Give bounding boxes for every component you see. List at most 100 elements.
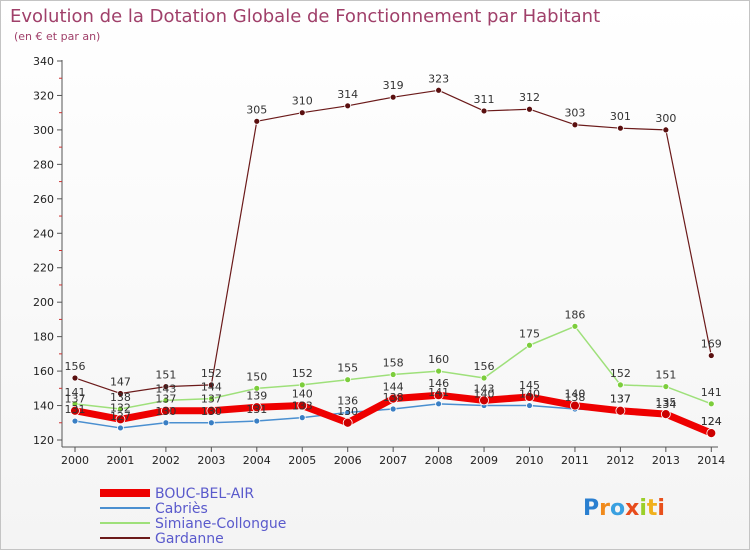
series-line-gardanne bbox=[74, 89, 712, 395]
series-layer bbox=[70, 86, 717, 439]
data-label-cabri-s: 137 bbox=[610, 393, 631, 406]
legend-item-bouc-bel-air: BOUC-BEL-AIR bbox=[100, 486, 254, 502]
data-point-simiane-collongue bbox=[253, 384, 261, 392]
data-label-bouc-bel-air: 143 bbox=[474, 382, 495, 395]
data-label-simiane-collongue: 144 bbox=[201, 381, 222, 394]
data-point-simiane-collongue bbox=[435, 367, 443, 375]
data-label-bouc-bel-air: 137 bbox=[65, 393, 86, 406]
data-label-cabri-s: 140 bbox=[474, 388, 495, 401]
data-label-bouc-bel-air: 132 bbox=[110, 401, 131, 414]
y-tick-label: 280 bbox=[33, 158, 54, 171]
data-point-cabri-s bbox=[435, 400, 443, 408]
x-tick-label: 2002 bbox=[152, 454, 180, 467]
data-point-gardanne bbox=[480, 107, 488, 115]
data-label-bouc-bel-air: 130 bbox=[337, 405, 358, 418]
x-tick-label: 2006 bbox=[334, 454, 362, 467]
data-label-gardanne: 319 bbox=[383, 79, 404, 92]
data-label-gardanne: 303 bbox=[564, 107, 585, 120]
data-label-gardanne: 314 bbox=[337, 88, 358, 101]
data-point-gardanne bbox=[117, 390, 124, 397]
y-tick-label: 220 bbox=[33, 262, 54, 275]
data-point-simiane-collongue bbox=[480, 374, 488, 382]
y-tick-label: 340 bbox=[33, 55, 54, 68]
data-point-bouc-bel-air bbox=[706, 428, 717, 439]
data-point-simiane-collongue bbox=[117, 405, 124, 413]
data-label-simiane-collongue: 141 bbox=[701, 386, 722, 399]
x-tick-label: 2011 bbox=[561, 454, 589, 467]
y-tick-label: 300 bbox=[33, 124, 54, 137]
proxiti-logo: Proxiti bbox=[583, 496, 665, 521]
logo-letter: P bbox=[583, 496, 599, 521]
data-label-gardanne: 151 bbox=[155, 369, 176, 382]
data-label-bouc-bel-air: 137 bbox=[201, 393, 222, 406]
data-point-bouc-bel-air bbox=[297, 400, 308, 411]
legend: BOUC-BEL-AIRCabrièsSimiane-CollongueGard… bbox=[100, 486, 286, 547]
series-simiane-collongue bbox=[71, 322, 715, 413]
data-label-simiane-collongue: 160 bbox=[428, 353, 449, 366]
logo-letter: r bbox=[599, 496, 610, 521]
data-point-simiane-collongue bbox=[344, 376, 352, 384]
data-label-cabri-s: 130 bbox=[155, 405, 176, 418]
data-label-cabri-s: 133 bbox=[292, 400, 313, 413]
data-point-gardanne bbox=[207, 381, 215, 389]
data-label-bouc-bel-air: 145 bbox=[519, 379, 540, 392]
data-label-cabri-s: 124 bbox=[701, 415, 722, 428]
data-label-simiane-collongue: 186 bbox=[564, 308, 585, 321]
data-point-bouc-bel-air bbox=[251, 402, 262, 413]
data-point-gardanne bbox=[662, 126, 670, 134]
data-point-bouc-bel-air bbox=[660, 409, 671, 420]
x-tick-label: 2007 bbox=[379, 454, 407, 467]
data-label-simiane-collongue: 175 bbox=[519, 327, 540, 340]
data-label-gardanne: 156 bbox=[65, 360, 86, 373]
y-tick-label: 120 bbox=[33, 434, 54, 447]
data-label-gardanne: 323 bbox=[428, 72, 449, 85]
data-point-simiane-collongue bbox=[207, 395, 215, 403]
data-label-cabri-s: 130 bbox=[201, 405, 222, 418]
data-label-simiane-collongue: 158 bbox=[383, 357, 404, 370]
chart-subtitle: (en € et par an) bbox=[14, 30, 100, 43]
data-point-bouc-bel-air bbox=[524, 392, 535, 402]
data-point-bouc-bel-air bbox=[160, 405, 171, 416]
data-label-simiane-collongue: 138 bbox=[110, 391, 131, 404]
data-point-bouc-bel-air bbox=[433, 390, 444, 401]
data-label-gardanne: 310 bbox=[292, 95, 313, 108]
data-label-gardanne: 301 bbox=[610, 110, 631, 123]
legend-label-gardanne: Gardanne bbox=[155, 531, 224, 547]
data-label-cabri-s: 127 bbox=[110, 410, 131, 423]
data-label-bouc-bel-air: 135 bbox=[655, 396, 676, 409]
data-label-simiane-collongue: 152 bbox=[610, 367, 631, 380]
data-label-simiane-collongue: 152 bbox=[292, 367, 313, 380]
x-tick-label: 2000 bbox=[61, 454, 89, 467]
data-point-bouc-bel-air bbox=[206, 405, 217, 416]
data-point-bouc-bel-air bbox=[115, 414, 126, 425]
logo-letter: i bbox=[657, 496, 665, 521]
data-point-bouc-bel-air bbox=[570, 400, 580, 411]
data-point-simiane-collongue bbox=[662, 383, 670, 390]
legend-item-simiane-collongue: Simiane-Collongue bbox=[100, 516, 286, 532]
data-label-simiane-collongue: 143 bbox=[155, 382, 176, 395]
series-gardanne bbox=[71, 86, 715, 397]
data-point-bouc-bel-air bbox=[70, 405, 80, 416]
data-point-bouc-bel-air bbox=[342, 417, 353, 428]
data-label-cabri-s: 131 bbox=[246, 403, 267, 416]
x-tick-label: 2010 bbox=[516, 454, 544, 467]
data-point-cabri-s bbox=[162, 419, 170, 427]
data-label-gardanne: 311 bbox=[474, 93, 495, 106]
data-label-bouc-bel-air: 124 bbox=[701, 415, 722, 428]
data-point-gardanne bbox=[344, 102, 352, 110]
data-point-cabri-s bbox=[253, 417, 261, 425]
x-tick-label: 2008 bbox=[425, 454, 453, 467]
data-point-simiane-collongue bbox=[526, 341, 533, 349]
x-tick-label: 2009 bbox=[470, 454, 498, 467]
data-point-simiane-collongue bbox=[298, 381, 306, 389]
y-tick-label: 140 bbox=[33, 400, 54, 413]
x-tick-label: 2012 bbox=[606, 454, 634, 467]
legend-label-simiane-collongue: Simiane-Collongue bbox=[155, 516, 286, 532]
data-point-gardanne bbox=[707, 352, 715, 359]
data-label-cabri-s: 138 bbox=[383, 391, 404, 404]
data-labels: 156 147 151 152 305 310 314 319 323 311 312 303 301 3… bbox=[65, 72, 722, 428]
data-label-simiane-collongue: 150 bbox=[246, 370, 267, 383]
legend-item-gardanne: Gardanne bbox=[100, 531, 224, 547]
